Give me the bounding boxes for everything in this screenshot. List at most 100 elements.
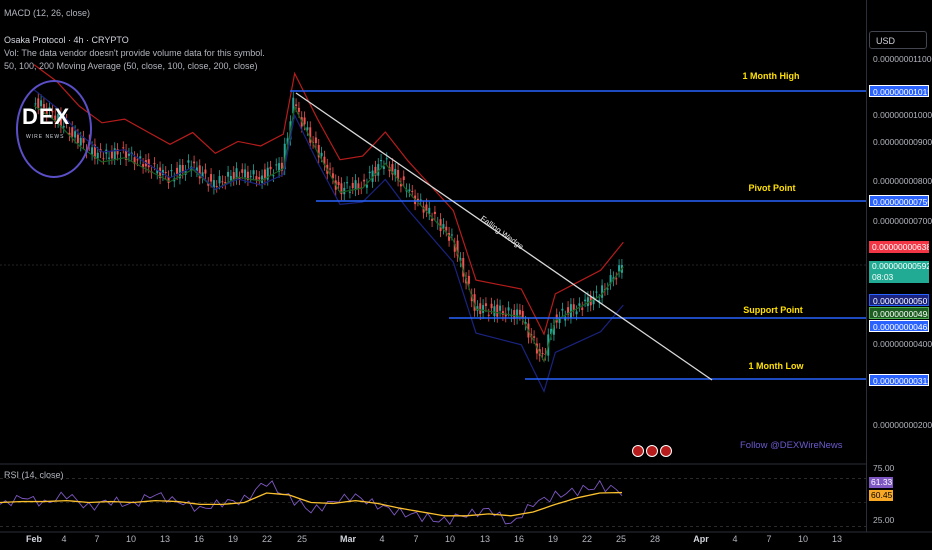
- time-tick: Mar: [339, 534, 357, 544]
- candle-body: [295, 104, 298, 106]
- ma200-price-badge: 0.0000000063892: [869, 241, 929, 253]
- candle-body: [445, 226, 448, 231]
- candle-body: [606, 288, 609, 290]
- candle-body: [161, 169, 164, 175]
- candle-body: [572, 304, 575, 311]
- ma50-price-badge: 0.0000000049489: [869, 307, 929, 319]
- moving-average-legend[interactable]: 50, 100, 200 Moving Average (50, close, …: [4, 61, 258, 71]
- price-tick: 0.0000000100000: [873, 110, 932, 120]
- candle-body: [496, 304, 499, 317]
- candle-body: [337, 181, 340, 186]
- candle-body: [493, 306, 496, 317]
- candle-body: [615, 278, 618, 280]
- candle-body: [479, 303, 482, 314]
- candle-body: [476, 306, 479, 311]
- candle-body: [125, 149, 128, 161]
- pivot-point-label: Pivot Point: [748, 183, 796, 193]
- flag-icon[interactable]: [646, 445, 658, 457]
- time-tick: 25: [296, 534, 308, 544]
- candle-body: [439, 219, 442, 232]
- candle-body: [246, 171, 249, 181]
- candle-body: [411, 191, 414, 193]
- time-tick: 16: [513, 534, 525, 544]
- candle-body: [320, 152, 323, 157]
- bar-countdown: 08:03: [872, 272, 894, 282]
- candle-body: [507, 307, 510, 311]
- currency-button[interactable]: USD: [869, 31, 927, 49]
- candle-body: [385, 158, 388, 160]
- candle-body: [380, 159, 383, 162]
- candle-body: [229, 176, 232, 181]
- macd-legend[interactable]: MACD (12, 26, close): [4, 8, 91, 18]
- flag-icon[interactable]: [660, 445, 672, 457]
- candle-body: [113, 148, 116, 160]
- candle-body: [521, 310, 524, 319]
- time-tick: 4: [379, 534, 385, 544]
- candle-body: [442, 224, 445, 229]
- candle-body: [578, 303, 581, 306]
- time-tick: 7: [413, 534, 419, 544]
- candle-body: [431, 218, 434, 221]
- time-tick: 19: [547, 534, 559, 544]
- volume-legend: Vol: The data vendor doesn't provide vol…: [4, 48, 265, 58]
- candle-body: [207, 183, 210, 186]
- candle-body: [204, 169, 207, 174]
- candle-body: [397, 170, 400, 181]
- candle-body: [159, 167, 162, 179]
- candle-body: [255, 176, 258, 181]
- candle-body: [110, 151, 113, 159]
- candle-body: [329, 168, 332, 170]
- time-tick: 22: [261, 534, 273, 544]
- candle-body: [303, 117, 306, 125]
- dex-logo-subtext: WIRE NEWS: [26, 134, 65, 140]
- candle-body: [357, 183, 360, 189]
- candle-body: [450, 234, 453, 236]
- candle-body: [482, 305, 485, 313]
- candle-body: [408, 189, 411, 192]
- month-high-label: 1 Month High: [742, 71, 800, 81]
- dex-logo-text: DEX: [22, 104, 71, 129]
- candle-body: [484, 303, 487, 307]
- candle-body: [561, 308, 564, 311]
- candle-body: [153, 163, 156, 165]
- candle-body: [317, 145, 320, 158]
- last-price-value: 0.0000000059211: [872, 261, 929, 271]
- pivot-price-badge: 0.0000000075050: [869, 195, 929, 207]
- candle-body: [354, 180, 357, 191]
- candle-body: [428, 207, 431, 215]
- candle-body: [533, 336, 536, 338]
- price-tick: 0.0000000110000: [873, 54, 932, 64]
- time-tick: 13: [159, 534, 171, 544]
- candle-body: [297, 107, 300, 112]
- time-tick: 13: [831, 534, 843, 544]
- flag-icon[interactable]: [632, 445, 644, 457]
- candle-body: [416, 198, 419, 201]
- time-tick: 25: [615, 534, 627, 544]
- price-tick: 0.0000000090000: [873, 137, 932, 147]
- candle-body: [516, 309, 519, 319]
- candle-body: [227, 171, 230, 177]
- candle-body: [266, 167, 269, 180]
- rsi-value-badge: 61.33: [869, 477, 893, 488]
- candle-body: [181, 165, 184, 173]
- candle-body: [402, 176, 405, 181]
- rsi-tick: 25.00: [873, 515, 895, 525]
- support-price-badge: 0.0000000046359: [869, 320, 929, 332]
- symbol-legend[interactable]: Osaka Protocol · 4h · CRYPTO: [4, 35, 129, 45]
- month-high-price-badge: 0.0000000101989: [869, 85, 929, 97]
- candle-body: [394, 168, 397, 176]
- candle-body: [419, 199, 422, 201]
- candle-body: [592, 296, 595, 305]
- rsi-legend[interactable]: RSI (14, close): [4, 470, 64, 480]
- candle-body: [453, 243, 456, 252]
- candle-body: [586, 297, 589, 307]
- candle-body: [292, 97, 295, 114]
- candle-body: [504, 313, 507, 317]
- price-tick: 0.0000000040000: [873, 339, 932, 349]
- candle-body: [232, 172, 235, 180]
- candle-body: [473, 294, 476, 311]
- candle-body: [377, 164, 380, 176]
- time-tick: 28: [649, 534, 661, 544]
- flags-icon[interactable]: [632, 445, 672, 457]
